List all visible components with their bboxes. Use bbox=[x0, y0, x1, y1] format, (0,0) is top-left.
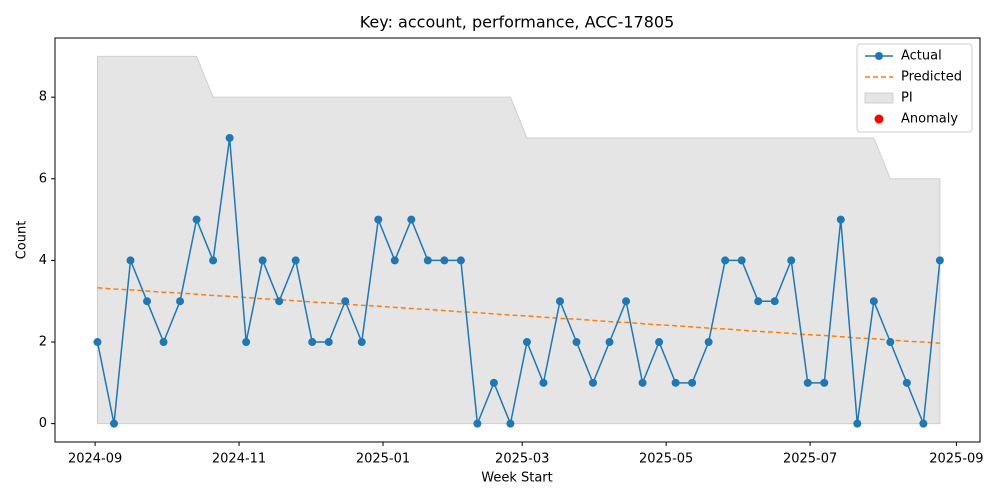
actual-point bbox=[423, 256, 432, 265]
actual-point bbox=[572, 338, 581, 347]
actual-point bbox=[737, 256, 746, 265]
actual-point bbox=[93, 338, 102, 347]
actual-point bbox=[357, 338, 366, 347]
actual-point bbox=[787, 256, 796, 265]
actual-point bbox=[258, 256, 267, 265]
actual-point bbox=[622, 297, 631, 306]
actual-point bbox=[143, 297, 152, 306]
prediction-interval bbox=[96, 55, 941, 425]
actual-point bbox=[109, 419, 118, 428]
actual-point bbox=[456, 256, 465, 265]
actual-point bbox=[869, 297, 878, 306]
legend-swatch bbox=[874, 114, 884, 124]
actual-point bbox=[440, 256, 449, 265]
y-axis-label: Count bbox=[15, 221, 30, 260]
actual-point bbox=[803, 378, 812, 387]
actual-point bbox=[671, 378, 680, 387]
actual-point bbox=[605, 338, 614, 347]
actual-point bbox=[853, 419, 862, 428]
actual-point bbox=[308, 338, 317, 347]
legend-box bbox=[856, 43, 973, 133]
actual-point bbox=[506, 419, 515, 428]
actual-point bbox=[820, 378, 829, 387]
y-tick-label: 6 bbox=[39, 171, 47, 186]
actual-point bbox=[176, 297, 185, 306]
x-tick-label: 2025-07 bbox=[783, 452, 837, 467]
x-tick-label: 2025-01 bbox=[356, 452, 410, 467]
chart-title: Key: account, performance, ACC-17805 bbox=[360, 13, 675, 32]
actual-point bbox=[489, 378, 498, 387]
y-tick-label: 2 bbox=[39, 335, 47, 350]
actual-point bbox=[374, 215, 383, 224]
actual-point bbox=[275, 297, 284, 306]
x-tick-label: 2024-09 bbox=[68, 452, 122, 467]
actual-point bbox=[836, 215, 845, 224]
actual-point bbox=[390, 256, 399, 265]
actual-point bbox=[159, 338, 168, 347]
actual-point bbox=[754, 297, 763, 306]
y-tick-label: 8 bbox=[39, 90, 47, 105]
legend-label: PI bbox=[901, 91, 913, 106]
actual-point bbox=[242, 338, 251, 347]
predicted-line bbox=[97, 286, 940, 344]
actual-point bbox=[522, 338, 531, 347]
legend-label: Actual bbox=[901, 49, 942, 64]
y-tick-label: 4 bbox=[39, 253, 47, 268]
x-tick-label: 2025-03 bbox=[495, 452, 549, 467]
legend-label: Anomaly bbox=[901, 112, 958, 127]
actual-point bbox=[539, 378, 548, 387]
actual-point bbox=[655, 338, 664, 347]
actual-point bbox=[638, 378, 647, 387]
y-tick-label: 0 bbox=[39, 416, 47, 431]
x-tick-label: 2024-11 bbox=[212, 452, 266, 467]
actual-point bbox=[473, 419, 482, 428]
actual-point bbox=[555, 297, 564, 306]
actual-point bbox=[704, 338, 713, 347]
actual-point bbox=[126, 256, 135, 265]
legend-swatch bbox=[875, 52, 883, 60]
actual-point bbox=[721, 256, 730, 265]
legend-label: Predicted bbox=[901, 70, 962, 85]
actual-point bbox=[341, 297, 350, 306]
actual-point bbox=[291, 256, 300, 265]
actual-point bbox=[407, 215, 416, 224]
actual-point bbox=[192, 215, 201, 224]
x-axis-label: Week Start bbox=[481, 471, 553, 486]
x-tick-label: 2025-05 bbox=[639, 452, 693, 467]
actual-point bbox=[225, 133, 234, 142]
actual-point bbox=[209, 256, 218, 265]
actual-point bbox=[324, 338, 333, 347]
actual-line bbox=[96, 137, 941, 427]
actual-point bbox=[589, 378, 598, 387]
actual-point bbox=[886, 338, 895, 347]
actual-point bbox=[935, 256, 944, 265]
actual-point bbox=[902, 378, 911, 387]
plot-frame bbox=[54, 37, 981, 443]
actual-point bbox=[770, 297, 779, 306]
legend-swatch bbox=[864, 92, 894, 104]
actual-point bbox=[919, 419, 928, 428]
actual-point bbox=[688, 378, 697, 387]
x-tick-label: 2025-09 bbox=[929, 452, 983, 467]
